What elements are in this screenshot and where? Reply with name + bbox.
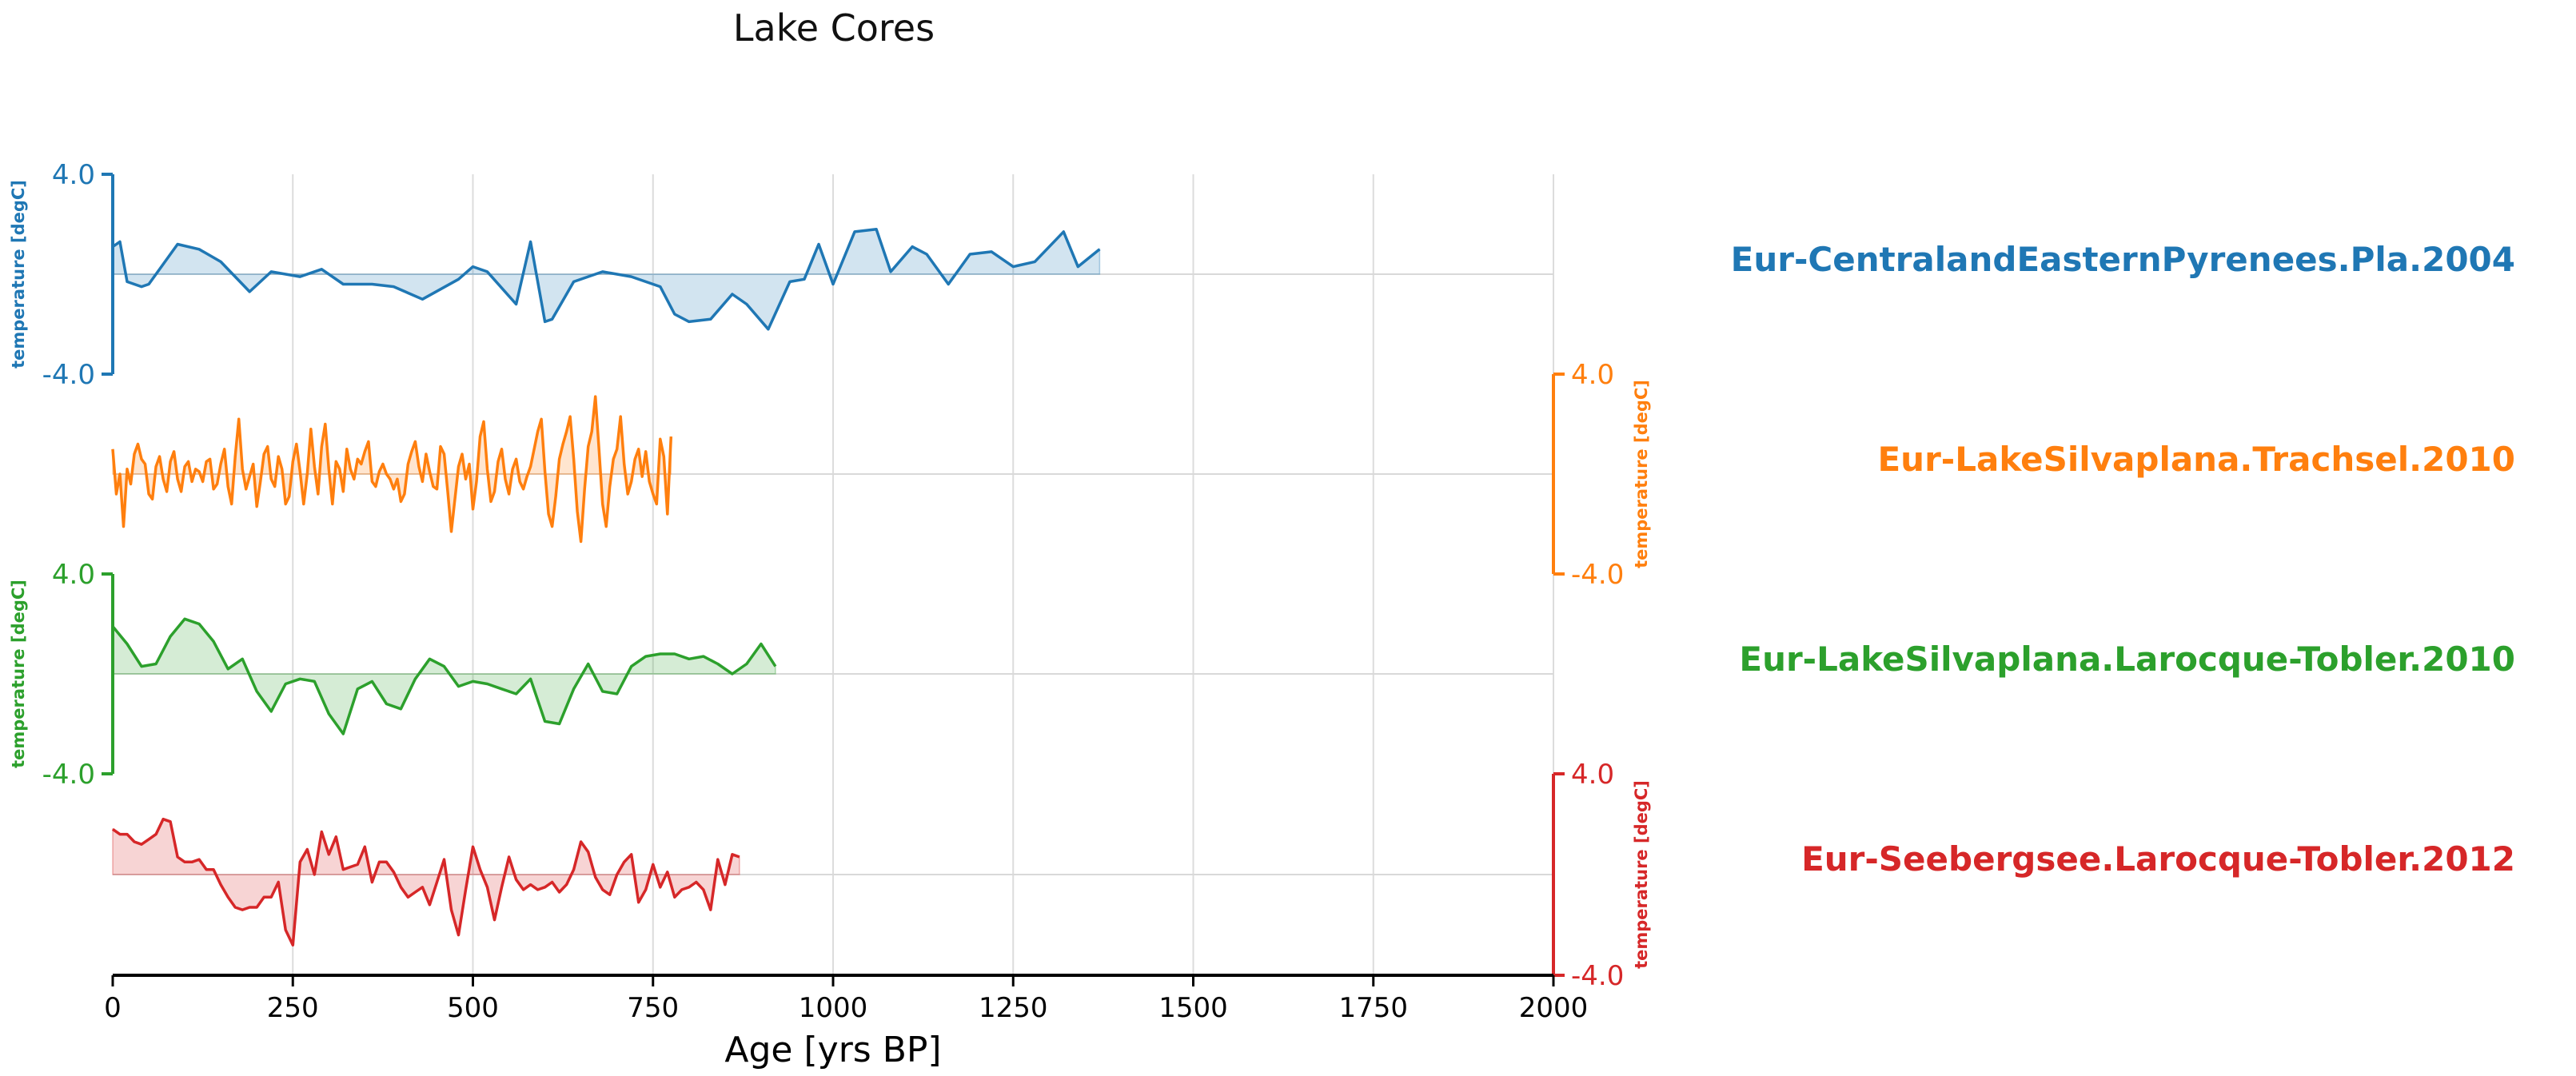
x-tick-label: 0 (104, 992, 122, 1024)
series-label-seebergsee: Eur-Seebergsee.Larocque-Tobler.2012 (1801, 839, 2515, 879)
x-tick-label: 500 (447, 992, 499, 1024)
y-axis-label: temperature [degC] (1632, 380, 1651, 568)
y-axis-label: temperature [degC] (9, 580, 28, 768)
y-tick-label: -4.0 (1571, 960, 1624, 992)
x-tick-label: 250 (267, 992, 319, 1024)
series-line (112, 228, 1101, 331)
y-axes: 4.0 -4.0 temperature [degC] 4.0 -4.0 temperat… (9, 159, 1651, 992)
series-fill (112, 818, 740, 947)
anomaly-fills (112, 228, 1101, 947)
y-tick-label: 4.0 (52, 559, 95, 591)
y-tick-label: -4.0 (1571, 559, 1624, 591)
x-axis-label: Age [yrs BP] (724, 1030, 941, 1070)
x-gridlines (292, 174, 1554, 975)
x-tick-label: 1500 (1158, 992, 1228, 1024)
y-axis-label: temperature [degC] (1632, 780, 1651, 969)
x-tick-label: 750 (627, 992, 679, 1024)
y-tick-label: 4.0 (1571, 359, 1614, 391)
series-label-silvaplana-trachsel: Eur-LakeSilvaplana.Trachsel.2010 (1877, 440, 2515, 479)
y-tick-label: 4.0 (52, 159, 95, 191)
series-fill (112, 618, 776, 735)
x-tick-label: 1000 (799, 992, 868, 1024)
series-line (111, 395, 673, 544)
x-tick-label: 1750 (1338, 992, 1408, 1024)
series-label-pyrenees: Eur-CentralandEasternPyrenees.Pla.2004 (1730, 240, 2515, 279)
series-line (111, 617, 777, 735)
y-tick-label: 4.0 (1571, 759, 1614, 791)
series-line (111, 817, 740, 946)
x-tick-label: 2000 (1519, 992, 1589, 1024)
series-label-silvaplana-larocque: Eur-LakeSilvaplana.Larocque-Tobler.2010 (1739, 640, 2515, 679)
x-tick-label: 1250 (979, 992, 1048, 1024)
y-tick-label: -4.0 (42, 759, 95, 791)
x-axis: 0 250 500 750 1000 1250 1500 1750 2000 Age [yrs B… (104, 974, 1589, 1070)
chart-title: Lake Cores (732, 6, 935, 50)
series-lines (111, 228, 1101, 946)
y-tick-label: -4.0 (42, 359, 95, 391)
y-axis-label: temperature [degC] (9, 180, 28, 369)
